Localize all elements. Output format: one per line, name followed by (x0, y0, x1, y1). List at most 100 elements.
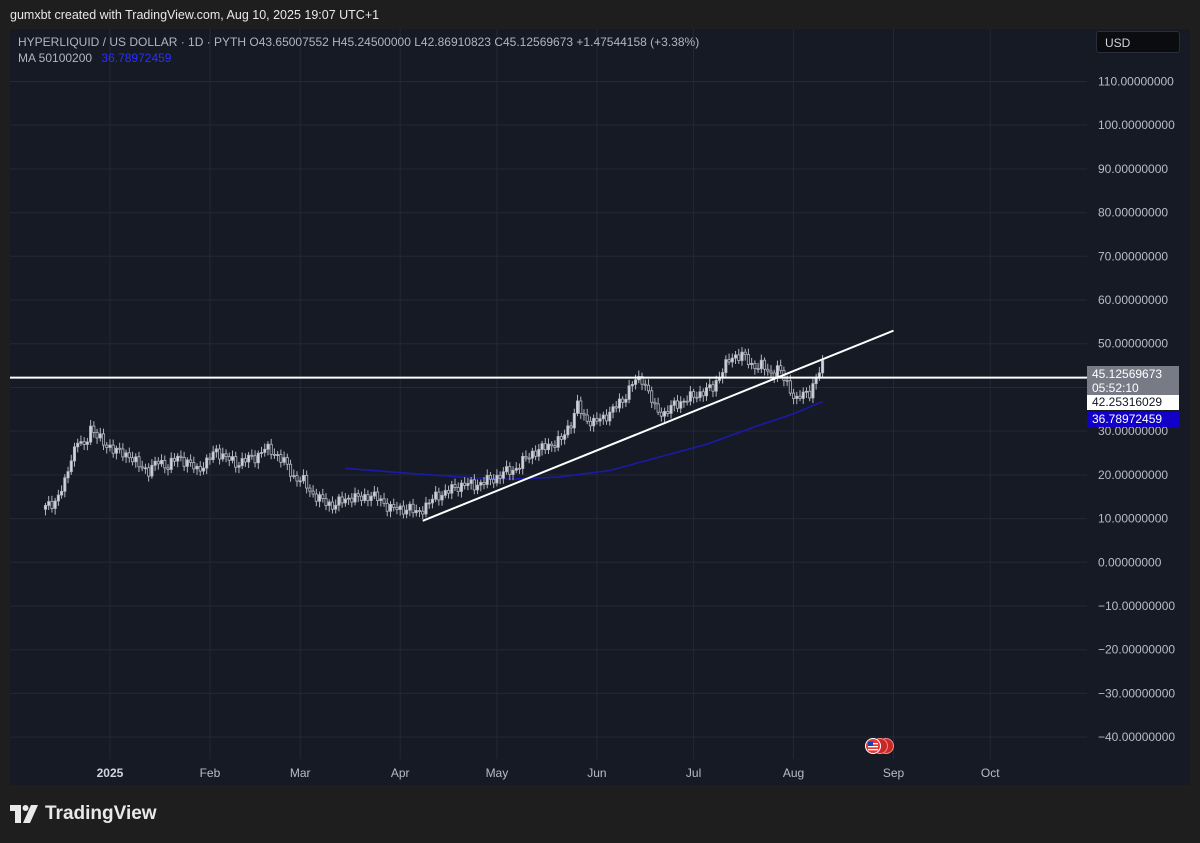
candle-body (566, 425, 570, 436)
candle-body (263, 448, 267, 453)
candle (540, 440, 544, 456)
candle (240, 452, 244, 470)
candle (263, 443, 267, 457)
candle-body (160, 459, 164, 465)
high-value: H45.24500000 (332, 35, 411, 49)
candle (66, 466, 70, 484)
candle-body (508, 466, 512, 475)
candle-body (198, 466, 202, 472)
candle (466, 478, 470, 491)
candle-body (505, 466, 509, 473)
candle (156, 457, 160, 470)
candle (372, 485, 376, 500)
candle-body (663, 411, 667, 417)
candle (659, 407, 663, 422)
candle (601, 411, 605, 425)
candle-body (295, 475, 299, 482)
time-tick-label: Sep (883, 766, 905, 780)
candle-body (614, 406, 618, 409)
candle-body (424, 502, 428, 515)
candle (559, 433, 563, 446)
candle-body (327, 501, 331, 506)
candle (247, 452, 251, 469)
candle-body (47, 501, 51, 506)
candle-body (79, 441, 83, 444)
candle-body (53, 500, 57, 509)
price-tick-label: 20.00000000 (1098, 468, 1168, 482)
candle (379, 495, 383, 507)
candle-body (656, 403, 660, 413)
candle-body (201, 467, 206, 472)
candle (575, 394, 580, 417)
candle-body (311, 490, 315, 495)
candle-body (234, 456, 238, 468)
candle-body (685, 400, 689, 403)
candle-body (617, 398, 621, 409)
candle (804, 387, 808, 398)
candle-body (421, 510, 425, 515)
candle-body (534, 450, 538, 457)
horizontal-level-tag: 42.25316029 (1087, 395, 1179, 410)
time-tick-label: Mar (290, 766, 311, 780)
candle-body (595, 417, 599, 422)
candle-body (627, 385, 631, 400)
candle (189, 454, 193, 467)
candle-body (266, 443, 270, 450)
candle-body (701, 391, 705, 397)
candle-body (588, 420, 592, 427)
candle (640, 372, 644, 391)
candlestick-chart[interactable]: 110.00000000 100.00000000 90.00000000 80.00… (10, 29, 1190, 785)
candle (69, 454, 73, 475)
candle (617, 393, 621, 413)
candle-body (650, 390, 654, 403)
candle-body (605, 414, 609, 422)
candle-body (411, 503, 415, 514)
candle (140, 460, 144, 472)
candle (733, 350, 738, 365)
us-flag-events-icon[interactable] (860, 737, 894, 755)
candle-body (366, 494, 370, 502)
candle-body (279, 454, 283, 463)
candle (543, 438, 547, 454)
grid-lines (10, 29, 1087, 759)
candle (424, 496, 428, 518)
candle (356, 489, 360, 503)
candle-body (543, 443, 547, 451)
candle (508, 462, 512, 481)
candle (469, 477, 473, 490)
candle (527, 452, 531, 464)
candle-body (804, 390, 808, 393)
candle-body (243, 458, 247, 463)
candle-body (308, 487, 312, 492)
candle-body (50, 501, 54, 509)
candle (756, 362, 760, 373)
candle (627, 379, 631, 404)
candle (646, 379, 650, 394)
candle-body (405, 509, 409, 515)
candle-body (575, 400, 580, 414)
candle (495, 469, 499, 487)
candle-body (434, 491, 438, 500)
candle (546, 438, 551, 454)
candle (337, 493, 341, 512)
candle-body (289, 463, 293, 477)
candle-body (514, 467, 518, 471)
chart-frame[interactable]: 110.00000000 100.00000000 90.00000000 80.00… (10, 29, 1190, 785)
tradingview-logo-icon (10, 805, 38, 823)
candle-body (95, 432, 99, 439)
candle (447, 485, 451, 499)
candle (411, 498, 415, 518)
candle (630, 381, 634, 392)
candle-body (85, 441, 89, 445)
candle-body (237, 465, 241, 468)
price-tick-label: 90.00000000 (1098, 162, 1168, 176)
candle (121, 443, 125, 462)
candle-body (646, 384, 650, 392)
candle (359, 491, 364, 506)
candle-body (221, 453, 225, 460)
currency-button[interactable]: USD (1096, 31, 1180, 53)
candle (169, 452, 173, 474)
candle (550, 441, 554, 452)
candle (708, 378, 712, 392)
candle-body (704, 387, 709, 397)
